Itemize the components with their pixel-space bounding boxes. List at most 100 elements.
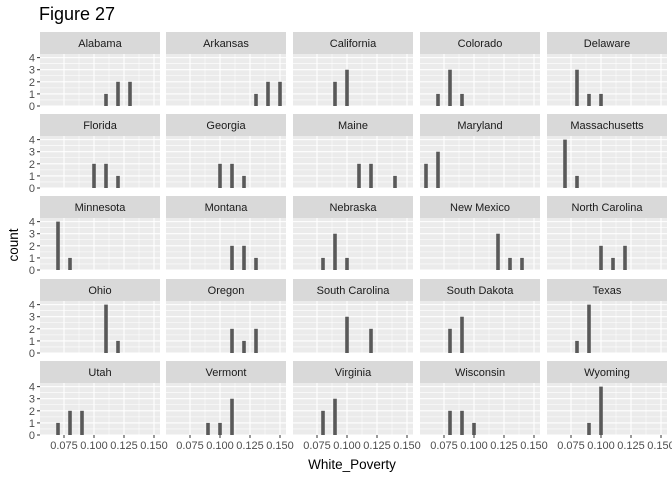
- x-tick-label: 0.150: [520, 440, 548, 452]
- y-tick-label: 3: [29, 394, 35, 406]
- histogram-bar-montana-1: [242, 245, 246, 270]
- facet-strip: [40, 361, 160, 383]
- facet-panel-oregon: Oregon: [166, 279, 286, 354]
- histogram-bar-new-mexico-2: [520, 257, 524, 270]
- plot-panel-background: [420, 218, 540, 270]
- y-tick-label: 1: [29, 171, 35, 183]
- x-tick-label: 0.150: [647, 440, 672, 452]
- histogram-bar-arkansas-2: [278, 81, 282, 106]
- facet-strip: [166, 114, 286, 136]
- facet-panel-california: California: [293, 32, 413, 107]
- histogram-bar-arkansas-1: [266, 81, 270, 106]
- facet-strip: [420, 32, 540, 54]
- facet-strip-label: Texas: [593, 285, 622, 297]
- facet-strip-label: Georgia: [206, 120, 246, 132]
- facet-strip-label: North Carolina: [572, 202, 644, 214]
- y-tick-label: 3: [29, 65, 35, 77]
- plot-panel-background: [293, 218, 413, 270]
- facet-strip-label: Florida: [83, 120, 118, 132]
- y-tick-label: 0: [29, 430, 35, 442]
- facet-strip: [293, 361, 413, 383]
- plot-panel-background: [420, 136, 540, 188]
- facet-panel-nebraska: Nebraska: [293, 196, 413, 271]
- y-tick-label: 4: [29, 53, 35, 65]
- histogram-bar-vermont-2: [230, 398, 234, 435]
- facet-panel-maryland: Maryland: [420, 114, 540, 189]
- plot-panel-background: [166, 54, 286, 106]
- facet-panel-texas: Texas: [547, 279, 667, 354]
- facet-strip-label: Delaware: [584, 38, 630, 50]
- y-tick-label: 3: [29, 229, 35, 241]
- histogram-bar-delaware-1: [587, 93, 591, 106]
- histogram-bar-north-carolina-1: [611, 257, 615, 270]
- histogram-bar-new-mexico-0: [496, 233, 500, 270]
- facet-panel-new-mexico: New Mexico: [420, 196, 540, 271]
- facet-strip: [420, 114, 540, 136]
- plot-panel-background: [166, 383, 286, 435]
- histogram-bar-south-dakota-0: [448, 328, 452, 353]
- x-tick-label: 0.150: [140, 440, 168, 452]
- facet-panel-wyoming: Wyoming 0.075 0.100 0.125 0.150: [547, 361, 672, 452]
- x-tick-label: 0.125: [110, 440, 138, 452]
- x-tick-label: 0.100: [587, 440, 615, 452]
- histogram-bar-utah-2: [80, 410, 84, 435]
- histogram-bar-south-dakota-1: [460, 316, 464, 353]
- histogram-bar-maryland-0: [424, 163, 428, 188]
- facet-strip-label: Virginia: [335, 367, 372, 379]
- plot-panel-background: [547, 301, 667, 353]
- histogram-bar-maine-1: [369, 163, 373, 188]
- facet-strip: [547, 114, 667, 136]
- histogram-bar-ohio-0: [104, 304, 108, 353]
- facet-strip: [166, 32, 286, 54]
- y-tick-label: 2: [29, 77, 35, 89]
- y-tick-label: 1: [29, 418, 35, 430]
- facet-strip: [420, 196, 540, 218]
- facet-panel-arkansas: Arkansas: [166, 32, 286, 107]
- x-tick-label: 0.075: [50, 440, 78, 452]
- x-tick-label: 0.150: [266, 440, 294, 452]
- histogram-bar-oregon-2: [254, 328, 258, 353]
- histogram-bar-oregon-1: [242, 340, 246, 353]
- facet-strip: [166, 361, 286, 383]
- x-tick-label: 0.125: [617, 440, 645, 452]
- y-tick-label: 3: [29, 147, 35, 159]
- facet-strip-label: Maryland: [457, 120, 502, 132]
- facet-strip-label: New Mexico: [450, 202, 510, 214]
- y-tick-label: 2: [29, 406, 35, 418]
- histogram-bar-vermont-0: [206, 422, 210, 435]
- histogram-bar-florida-2: [116, 175, 120, 188]
- histogram-bar-delaware-2: [599, 93, 603, 106]
- histogram-bar-georgia-0: [218, 163, 222, 188]
- y-tick-label: 0: [29, 348, 35, 360]
- facet-strip-label: Vermont: [206, 367, 247, 379]
- x-tick-label: 0.125: [490, 440, 518, 452]
- y-tick-label: 1: [29, 253, 35, 265]
- histogram-bar-arkansas-0: [254, 93, 258, 106]
- facet-strip: [547, 361, 667, 383]
- facet-panel-wisconsin: Wisconsin 0.075 0.100 0.125 0.150: [420, 361, 548, 452]
- y-axis-title: count: [6, 228, 21, 261]
- y-tick-label: 4: [29, 135, 35, 147]
- x-tick-label: 0.075: [557, 440, 585, 452]
- histogram-bar-georgia-1: [230, 163, 234, 188]
- facet-strip: [40, 32, 160, 54]
- facet-strip: [547, 196, 667, 218]
- plot-panel-background: [40, 218, 160, 270]
- facet-strip: [547, 279, 667, 301]
- x-tick-label: 0.100: [80, 440, 108, 452]
- histogram-bar-wisconsin-0: [448, 410, 452, 435]
- histogram-bar-minnesota-1: [68, 257, 72, 270]
- y-tick-label: 4: [29, 217, 35, 229]
- plot-panel-background: [40, 54, 160, 106]
- histogram-bar-georgia-2: [242, 175, 246, 188]
- histogram-bar-oregon-0: [230, 328, 234, 353]
- histogram-bar-california-1: [345, 69, 349, 106]
- x-axis-title: White_Poverty: [308, 457, 396, 472]
- facet-strip-label: Nebraska: [329, 202, 377, 214]
- histogram-bar-south-carolina-0: [345, 316, 349, 353]
